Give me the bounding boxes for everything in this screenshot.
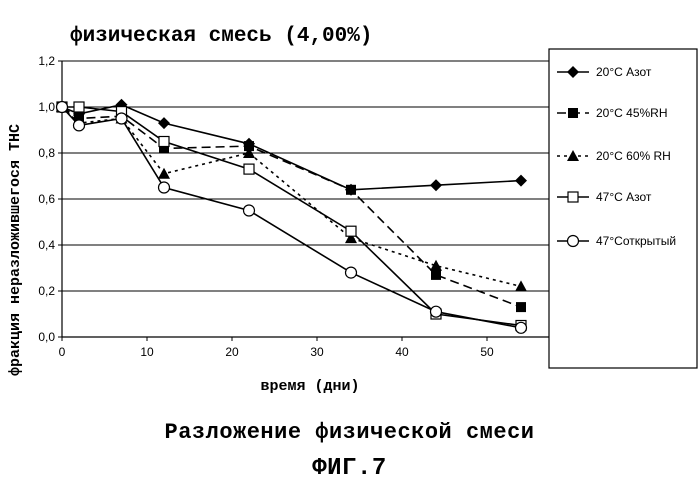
data-point — [516, 302, 526, 312]
y-tick-label: 0,0 — [38, 330, 55, 344]
legend-label: 20°C 45%RH — [596, 106, 668, 120]
y-tick-label: 0,4 — [38, 238, 55, 252]
x-tick-label: 40 — [395, 345, 409, 359]
series-line — [62, 107, 521, 307]
data-point — [74, 120, 85, 131]
legend-label: 20°C 60% RH — [596, 149, 671, 163]
x-tick-label: 20 — [225, 345, 239, 359]
legend-marker — [568, 108, 578, 118]
data-point — [515, 280, 527, 291]
data-point — [116, 113, 127, 124]
series-5 — [57, 102, 527, 334]
x-tick-label: 10 — [140, 345, 154, 359]
gridlines — [62, 61, 572, 291]
data-point — [431, 306, 442, 317]
series-line — [62, 107, 521, 328]
figure-caption: Разложение физической смеси — [0, 420, 699, 445]
data-point — [430, 260, 442, 271]
y-tick-label: 1,2 — [38, 54, 55, 68]
data-point — [430, 179, 442, 191]
y-tick-label: 0,2 — [38, 284, 55, 298]
x-tick-label: 0 — [59, 345, 66, 359]
chart: физическая смесь (4,00%) фракция неразло… — [0, 0, 699, 415]
legend-label: 47°Cоткрытый — [596, 234, 676, 248]
legend-label: 20°C Азот — [596, 65, 652, 79]
series-4 — [57, 102, 526, 331]
series-3 — [56, 101, 527, 291]
data-point — [158, 117, 170, 129]
data-point — [431, 270, 441, 280]
legend-box — [549, 49, 697, 368]
legend: 20°C Азот 20°C 45%RH 20°C 60% RH 47°C Азот 4… — [549, 49, 697, 368]
data-point — [346, 226, 356, 236]
data-point — [346, 185, 356, 195]
legend-marker — [568, 236, 579, 247]
series-layer — [56, 99, 527, 334]
data-point — [346, 267, 357, 278]
x-tick-label: 30 — [310, 345, 324, 359]
data-point — [244, 205, 255, 216]
x-tick-label: 50 — [480, 345, 494, 359]
data-point — [159, 182, 170, 193]
data-point — [244, 164, 254, 174]
data-point — [57, 102, 68, 113]
chart-title: физическая смесь (4,00%) — [70, 25, 372, 48]
tick-labels: 0,00,20,40,60,81,01,20102030405060 — [38, 54, 579, 359]
legend-marker — [568, 192, 578, 202]
y-tick-label: 1,0 — [38, 100, 55, 114]
x-axis-label: время (дни) — [260, 378, 359, 395]
series-line — [62, 107, 521, 326]
y-tick-label: 0,6 — [38, 192, 55, 206]
y-axis-label: фракция неразложившегося THC — [7, 124, 24, 376]
data-point — [74, 102, 84, 112]
legend-label: 47°C Азот — [596, 190, 652, 204]
y-tick-label: 0,8 — [38, 146, 55, 160]
data-point — [515, 175, 527, 187]
series-2 — [57, 102, 526, 312]
data-point — [516, 322, 527, 333]
figure-number: ФИГ.7 — [0, 455, 699, 482]
axes — [58, 61, 572, 341]
data-point — [159, 137, 169, 147]
